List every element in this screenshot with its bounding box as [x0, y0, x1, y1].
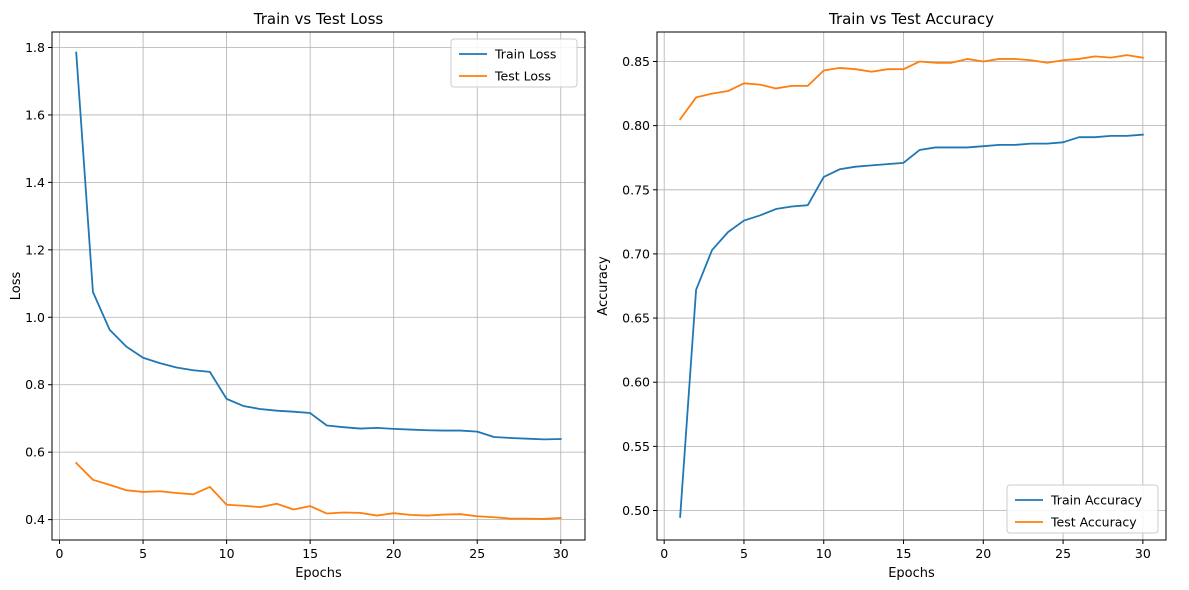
legend-label: Train Accuracy [1050, 493, 1143, 508]
y-tick-label: 0.4 [25, 512, 45, 527]
legend-box [450, 38, 578, 88]
x-tick-label: 5 [740, 546, 748, 561]
series-line-test-loss [74, 461, 562, 520]
chart-title: Train vs Test Loss [253, 10, 384, 28]
x-tick-label: 20 [975, 546, 991, 561]
y-tick-label: 1.2 [25, 242, 45, 257]
legend-label: Test Loss [494, 69, 551, 84]
y-tick-label: 0.70 [622, 246, 650, 261]
y-tick-label: 1.6 [25, 107, 45, 122]
plot-frame [656, 31, 1167, 541]
y-tick-label: 0.75 [622, 182, 650, 197]
series-line-test-accuracy [678, 54, 1144, 121]
x-tick-label: 25 [469, 546, 485, 561]
legend-box [1006, 484, 1159, 534]
y-tick-label: 0.80 [622, 118, 650, 133]
y-axis-label: Loss [9, 272, 24, 301]
y-tick-label: 0.6 [25, 445, 45, 460]
y-tick-label: 1.0 [25, 310, 45, 325]
y-tick-label: 0.60 [622, 375, 650, 390]
x-tick-label: 10 [816, 546, 832, 561]
legend: Train Loss Test Loss [450, 38, 578, 88]
x-tick-label: 30 [1135, 546, 1151, 561]
y-tick-label: 0.55 [622, 439, 650, 454]
x-axis-label: Epochs [295, 566, 342, 581]
y-tick-label: 0.65 [622, 311, 650, 326]
x-tick-label: 0 [660, 546, 668, 561]
x-tick-label: 25 [1055, 546, 1071, 561]
x-tick-label: 10 [219, 546, 235, 561]
x-axis-label: Epochs [888, 566, 935, 581]
series-line-train-accuracy [679, 133, 1144, 518]
y-tick-label: 0.85 [622, 54, 650, 69]
x-tick-label: 30 [553, 546, 569, 561]
x-tick-label: 20 [386, 546, 402, 561]
series-line-train-loss [75, 51, 562, 441]
chart-title: Train vs Test Accuracy [828, 10, 994, 28]
legend-label: Test Accuracy [1050, 515, 1137, 530]
legend-label: Train Loss [494, 47, 556, 62]
y-tick-label: 0.50 [622, 503, 650, 518]
chart-loss: 0 5 10 15 20 25 30 0.4 0.6 0.8 1.0 1.2 1.4 1.6 1.8 Trai… [9, 10, 586, 581]
plot-frame [51, 31, 586, 541]
y-tick-label: 0.8 [25, 377, 45, 392]
x-tick-label: 0 [56, 546, 64, 561]
x-tick-label: 15 [302, 546, 318, 561]
x-tick-label: 5 [139, 546, 147, 561]
y-axis-label: Accuracy [596, 256, 611, 316]
x-tick-label: 15 [896, 546, 912, 561]
legend: Train Accuracy Test Accuracy [1006, 484, 1159, 534]
y-tick-label: 1.4 [25, 175, 45, 190]
y-tick-label: 1.8 [25, 40, 45, 55]
chart-accuracy: 0 5 10 15 20 25 30 0.50 0.55 0.60 0.65 0.70 0.75 0.80… [596, 10, 1167, 581]
